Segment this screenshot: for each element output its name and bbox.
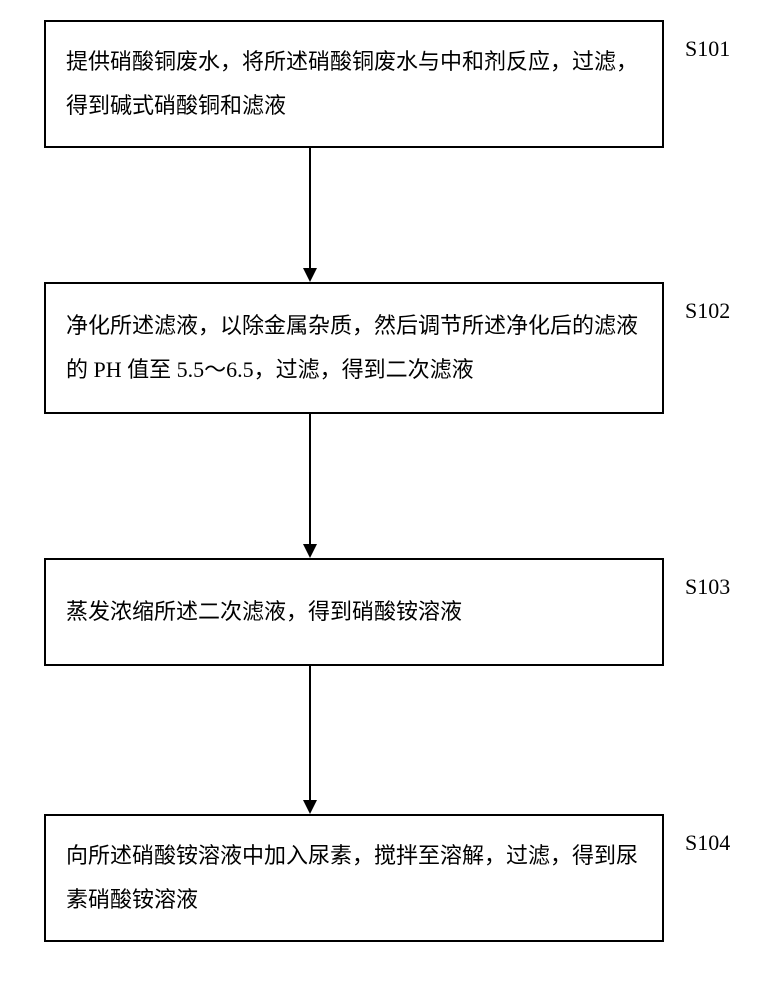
flow-arrow-head [303, 268, 317, 282]
flow-node-text: 蒸发浓缩所述二次滤液，得到硝酸铵溶液 [66, 590, 462, 634]
flow-node: 向所述硝酸铵溶液中加入尿素，搅拌至溶解，过滤，得到尿素硝酸铵溶液 [44, 814, 664, 942]
flowchart-container: 提供硝酸铜废水，将所述硝酸铜废水与中和剂反应，过滤，得到碱式硝酸铜和滤液 S10… [0, 0, 780, 1000]
step-label: S104 [685, 830, 730, 856]
flow-arrow-head [303, 544, 317, 558]
flow-node-text: 向所述硝酸铵溶液中加入尿素，搅拌至溶解，过滤，得到尿素硝酸铵溶液 [66, 834, 642, 922]
flow-node: 净化所述滤液，以除金属杂质，然后调节所述净化后的滤液的 PH 值至 5.5～6.… [44, 282, 664, 414]
flow-arrow-line [309, 148, 311, 268]
step-label: S103 [685, 574, 730, 600]
flow-arrow-line [309, 666, 311, 800]
step-label: S101 [685, 36, 730, 62]
step-label: S102 [685, 298, 730, 324]
flow-arrow-line [309, 414, 311, 544]
flow-node-text: 提供硝酸铜废水，将所述硝酸铜废水与中和剂反应，过滤，得到碱式硝酸铜和滤液 [66, 40, 642, 128]
flow-arrow-head [303, 800, 317, 814]
flow-node-text: 净化所述滤液，以除金属杂质，然后调节所述净化后的滤液的 PH 值至 5.5～6.… [66, 304, 642, 392]
flow-node: 蒸发浓缩所述二次滤液，得到硝酸铵溶液 [44, 558, 664, 666]
flow-node: 提供硝酸铜废水，将所述硝酸铜废水与中和剂反应，过滤，得到碱式硝酸铜和滤液 [44, 20, 664, 148]
